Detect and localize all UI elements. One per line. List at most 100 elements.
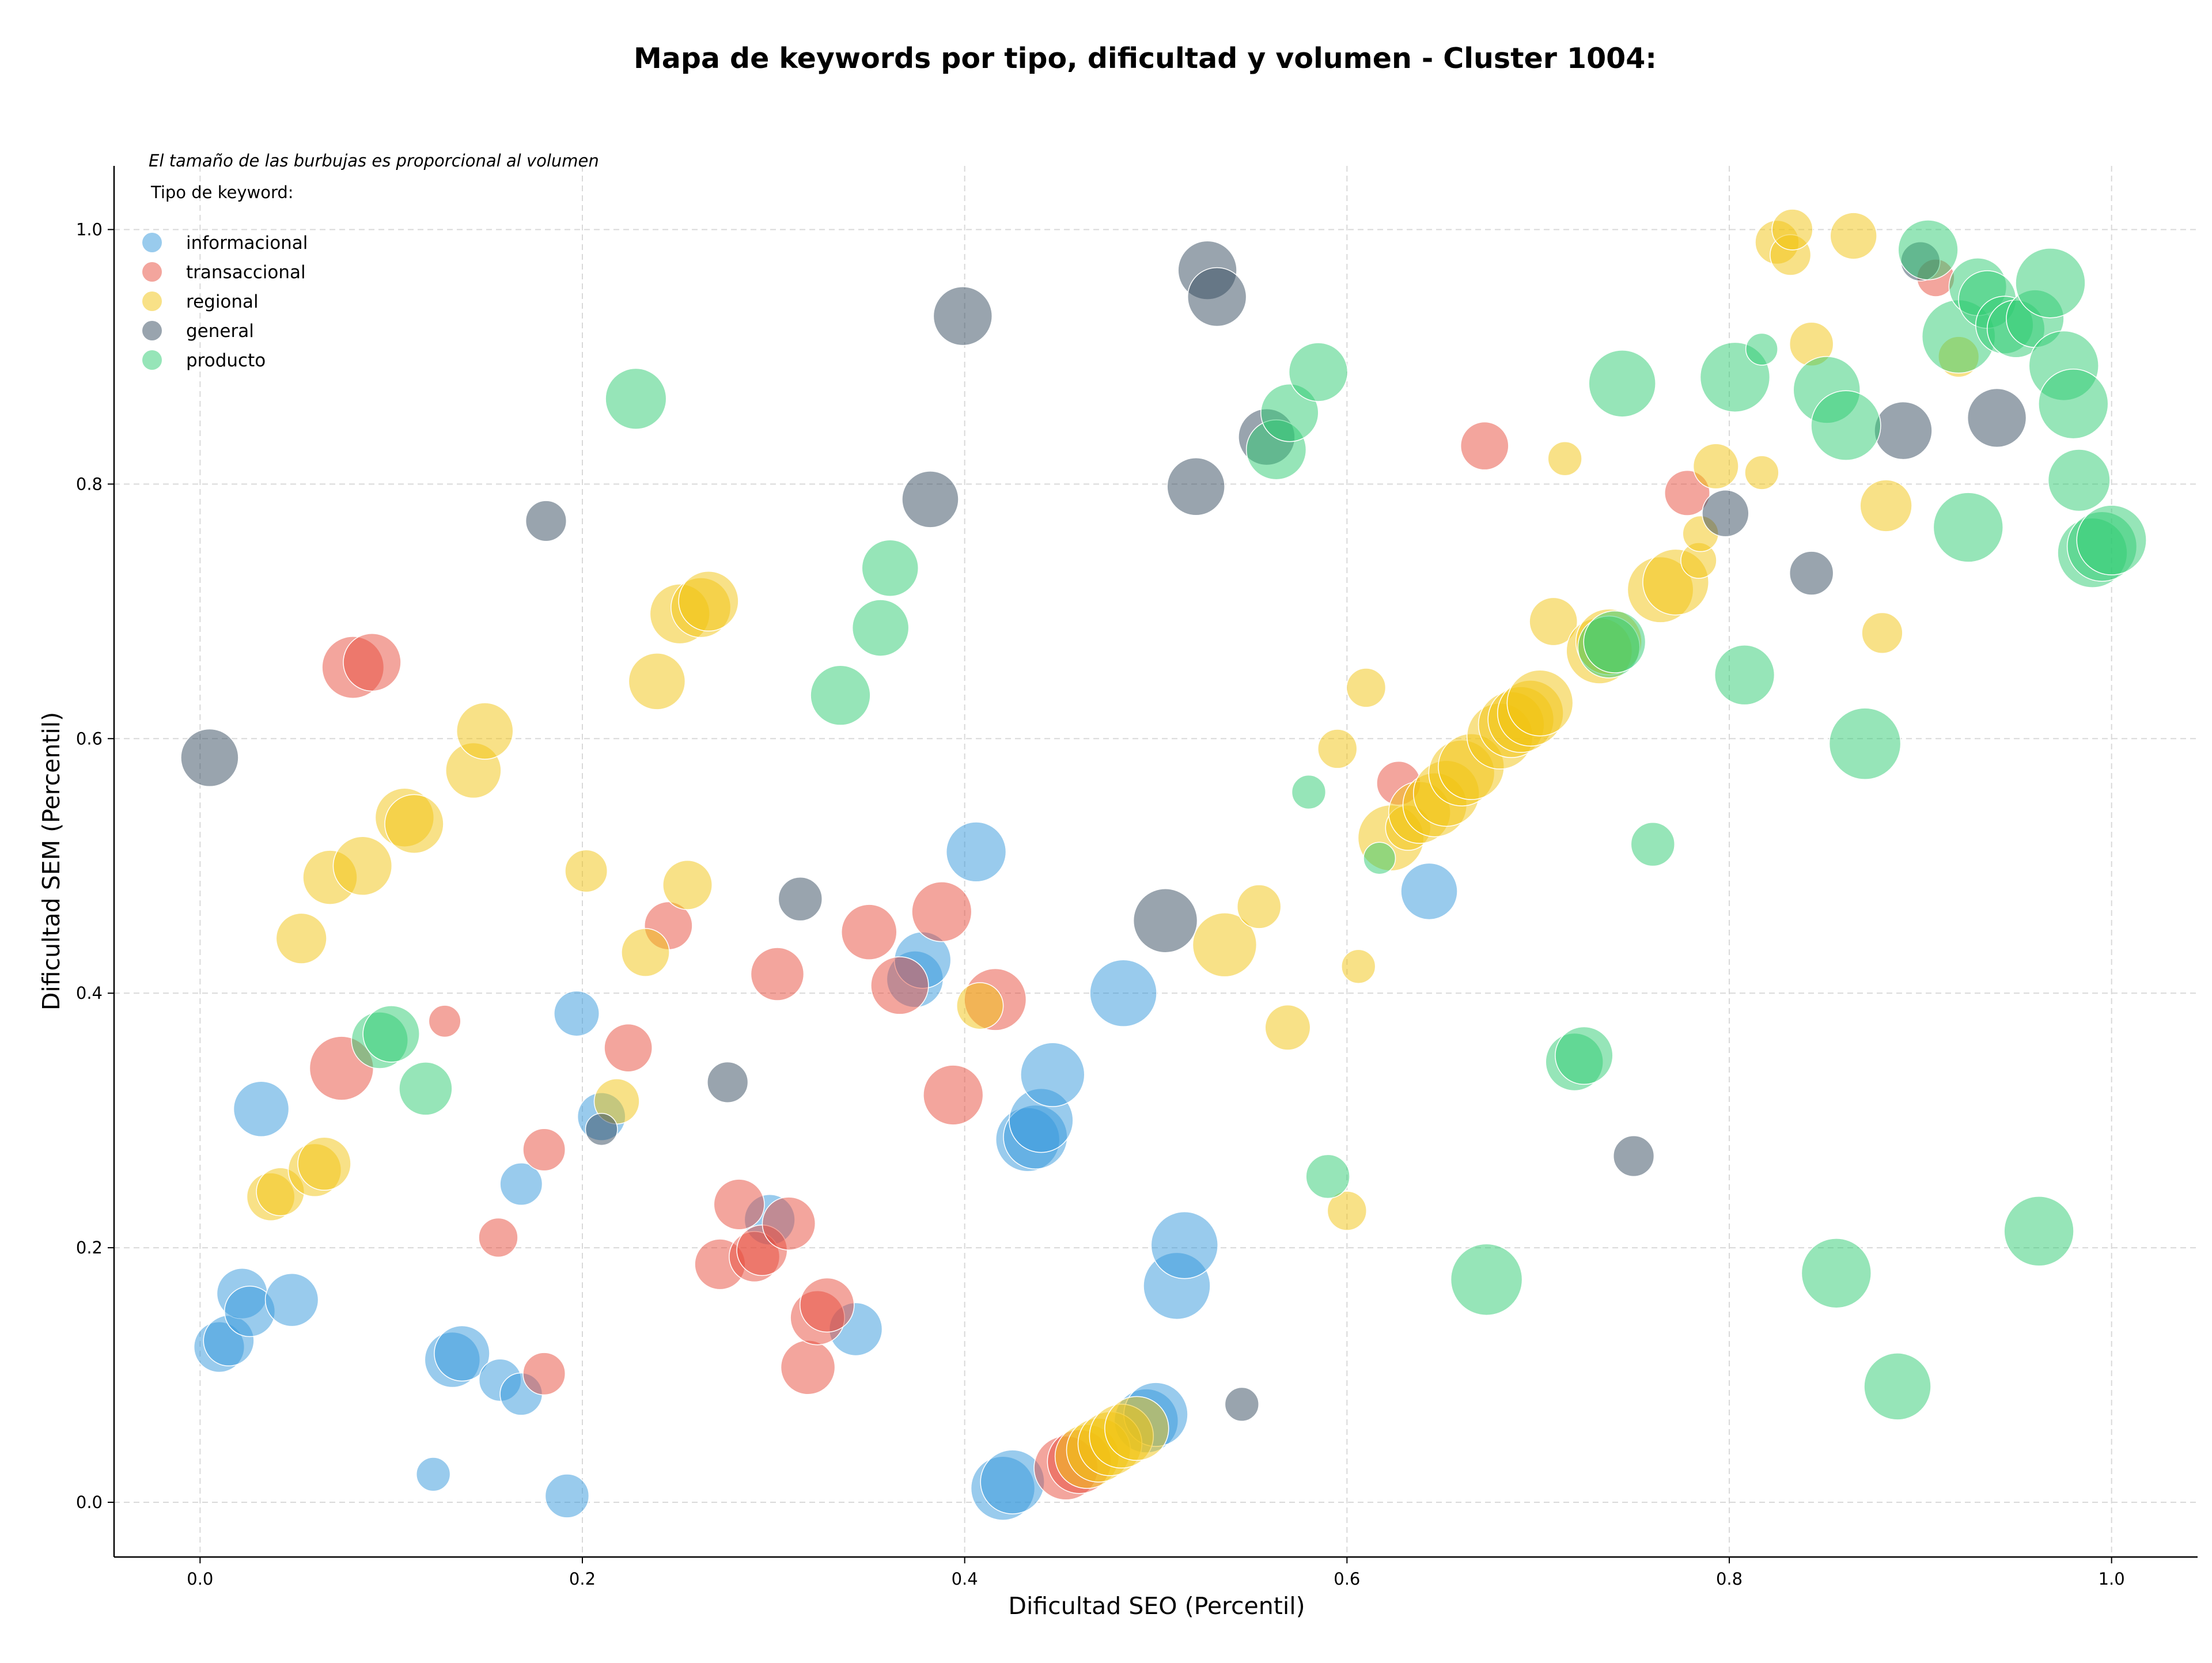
bubble-regional: [297, 1137, 351, 1191]
bubble-transaccional: [478, 1217, 518, 1258]
bubble-producto: [1288, 342, 1349, 402]
bubble-producto: [1555, 1026, 1613, 1085]
bubble-producto: [2015, 248, 2086, 319]
bubble-general: [933, 286, 993, 346]
bubble-regional: [1744, 455, 1779, 490]
legend-marker-informacional: [142, 233, 162, 252]
legend-marker-general: [142, 321, 162, 340]
bubble-regional: [1859, 479, 1912, 532]
bubble-producto: [1630, 821, 1675, 867]
bubble-producto: [2047, 449, 2111, 512]
bubble-informacional: [1020, 1042, 1085, 1107]
y-tick-label: 1.0: [76, 219, 103, 239]
legend-marker-transaccional: [142, 262, 162, 282]
bubble-general: [1612, 1135, 1655, 1177]
bubble-producto: [810, 665, 871, 726]
bubble-informacional: [544, 1473, 590, 1518]
legend: informacional transaccional regional genera…: [142, 233, 308, 371]
x-tick-label: 0.0: [187, 1569, 213, 1589]
bubble-transaccional: [762, 1196, 816, 1251]
bubble-regional: [456, 702, 514, 760]
legend-label-regional: regional: [186, 291, 259, 312]
chart-subtitle: El tamaño de las burbujas es proporciona…: [149, 151, 599, 171]
bubble-regional: [1104, 1396, 1169, 1461]
bubble-producto: [399, 1062, 453, 1116]
axes: 0.0 0.2 0.4 0.6 0.8 1.0 0.0 0.2 0.4 0.6 0.8 1.0: [76, 166, 2198, 1589]
bubble-regional: [1327, 1191, 1368, 1231]
bubble-transaccional: [799, 1277, 855, 1333]
bubble-regional: [628, 653, 686, 710]
bubble-general: [1187, 267, 1247, 327]
bubble-transaccional: [343, 632, 402, 692]
x-axis-label: Dificultad SEO (Percentil): [1008, 1592, 1305, 1620]
bubble-producto: [1714, 645, 1775, 706]
bubble-informacional: [554, 990, 600, 1037]
bubble-regional: [1264, 1004, 1311, 1051]
bubble-regional: [956, 982, 1004, 1030]
bubble-producto: [1863, 1353, 1931, 1420]
y-tick-label: 0.2: [76, 1238, 103, 1257]
bubble-general: [1967, 388, 2027, 448]
grid: [114, 166, 2198, 1557]
bubble-producto: [1363, 842, 1396, 875]
bubble-producto: [605, 368, 667, 430]
bubble-general: [1132, 888, 1198, 953]
bubble-producto: [1291, 774, 1327, 810]
bubble-general: [707, 1061, 749, 1103]
bubble-regional: [1236, 884, 1282, 929]
bubble-informacional: [233, 1081, 290, 1138]
bubble-transaccional: [911, 881, 972, 942]
bubble-informacional: [1089, 959, 1157, 1027]
bubble-transaccional: [1460, 421, 1509, 471]
bubble-producto: [2038, 368, 2109, 440]
bubble-general: [585, 1113, 618, 1146]
bubble-producto: [1260, 383, 1319, 442]
bubble-transaccional: [840, 904, 897, 960]
bubble-regional: [275, 912, 327, 964]
bubble-regional: [621, 928, 670, 977]
bubble-transaccional: [923, 1065, 984, 1126]
bubble-general: [180, 728, 239, 787]
legend-marker-producto: [142, 350, 162, 370]
bubble-producto: [1897, 219, 1959, 281]
y-axis-label: Dificultad SEM (Percentil): [37, 712, 65, 1010]
x-tick-label: 0.8: [1716, 1569, 1743, 1589]
bubble-general: [902, 471, 959, 528]
legend-label-transaccional: transaccional: [186, 262, 306, 283]
bubble-transaccional: [870, 956, 929, 1015]
bubble-regional: [1317, 729, 1358, 769]
legend-marker-regional: [142, 291, 162, 311]
x-tick-label: 0.4: [952, 1569, 978, 1589]
bubble-regional: [662, 859, 713, 910]
bubble-regional: [565, 849, 608, 893]
bubble-general: [1166, 457, 1225, 516]
bubble-transaccional: [1664, 469, 1710, 516]
bubble-producto: [2076, 505, 2147, 575]
bubble-producto: [1933, 492, 2003, 563]
y-tick-label: 0.0: [76, 1492, 103, 1512]
bubble-transaccional: [780, 1340, 836, 1395]
bubble-producto: [1745, 332, 1778, 366]
bubble-regional: [1861, 612, 1903, 654]
bubble-general: [778, 876, 823, 922]
bubble-producto: [1305, 1154, 1350, 1199]
bubble-producto: [851, 599, 910, 657]
x-tick-label: 0.2: [569, 1569, 596, 1589]
bubble-general: [525, 500, 567, 542]
bubble-transaccional: [713, 1179, 765, 1230]
bubble-producto: [362, 1005, 420, 1063]
bubble-general: [1702, 490, 1749, 537]
bubble-regional: [1192, 912, 1257, 978]
legend-label-producto: producto: [186, 350, 266, 371]
bubble-producto: [1588, 350, 1656, 418]
y-tick-label: 0.6: [76, 729, 103, 748]
bubble-general: [1789, 551, 1834, 596]
bubble-regional: [1529, 597, 1578, 646]
bubble-informacional: [945, 821, 1007, 882]
bubble-producto: [1828, 707, 1902, 780]
bubbles: [180, 209, 2147, 1521]
bubble-informacional: [499, 1162, 543, 1206]
bubble-producto: [1583, 610, 1646, 673]
